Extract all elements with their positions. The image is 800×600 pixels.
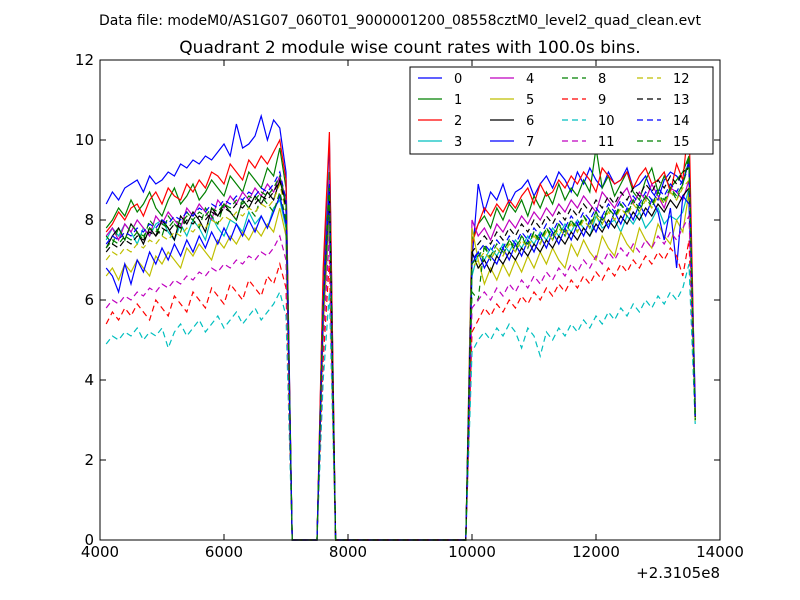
legend-label-5: 5 bbox=[526, 93, 534, 108]
legend-label-8: 8 bbox=[598, 72, 606, 87]
series-line-8 bbox=[105, 163, 696, 541]
series-line-7 bbox=[105, 193, 696, 541]
x-axis: 4000 6000 8000 10000 12000 14000 bbox=[81, 60, 744, 561]
x-tick-label: 10000 bbox=[448, 543, 496, 561]
y-tick-label: 8 bbox=[84, 211, 94, 229]
legend-label-4: 4 bbox=[526, 72, 534, 87]
plot-area bbox=[105, 113, 696, 541]
series-line-12 bbox=[105, 178, 696, 541]
legend-label-2: 2 bbox=[454, 114, 462, 129]
x-tick-label: 4000 bbox=[81, 543, 119, 561]
x-tick-label: 8000 bbox=[329, 543, 367, 561]
legend-label-9: 9 bbox=[598, 93, 606, 108]
series-line-5 bbox=[105, 191, 696, 541]
chart-title: Quadrant 2 module wise count rates with … bbox=[179, 38, 640, 58]
legend-frame bbox=[409, 66, 714, 155]
y-tick-label: 12 bbox=[75, 51, 94, 69]
legend-label-15: 15 bbox=[673, 135, 690, 150]
y-tick-label: 0 bbox=[84, 531, 94, 549]
series-line-13 bbox=[105, 166, 696, 541]
legend-label-6: 6 bbox=[526, 114, 534, 129]
series-lines bbox=[105, 113, 696, 541]
y-tick-label: 6 bbox=[84, 291, 94, 309]
series-line-10 bbox=[105, 263, 696, 541]
x-offset-label: +2.3105e8 bbox=[636, 564, 720, 582]
y-tick-label: 2 bbox=[84, 451, 94, 469]
series-line-14 bbox=[105, 163, 696, 541]
x-tick-label: 12000 bbox=[572, 543, 620, 561]
series-line-11 bbox=[105, 213, 696, 541]
legend-label-13: 13 bbox=[673, 93, 690, 108]
legend-label-7: 7 bbox=[526, 135, 534, 150]
figure-suptitle: Data file: modeM0/AS1G07_060T01_90000012… bbox=[99, 13, 701, 29]
series-line-2 bbox=[105, 119, 696, 541]
legend-label-1: 1 bbox=[454, 93, 462, 108]
x-tick-label: 14000 bbox=[696, 543, 744, 561]
series-line-6 bbox=[105, 177, 696, 541]
y-tick-label: 10 bbox=[75, 131, 94, 149]
legend-label-12: 12 bbox=[673, 72, 690, 87]
legend-label-10: 10 bbox=[598, 114, 615, 129]
series-line-9 bbox=[105, 239, 696, 541]
legend-label-11: 11 bbox=[598, 135, 615, 150]
y-tick-label: 4 bbox=[84, 371, 94, 389]
legend-label-0: 0 bbox=[454, 72, 462, 87]
x-tick-label: 6000 bbox=[205, 543, 243, 561]
series-line-3 bbox=[105, 187, 696, 541]
legend-label-3: 3 bbox=[454, 135, 462, 150]
legend-label-14: 14 bbox=[673, 114, 690, 129]
